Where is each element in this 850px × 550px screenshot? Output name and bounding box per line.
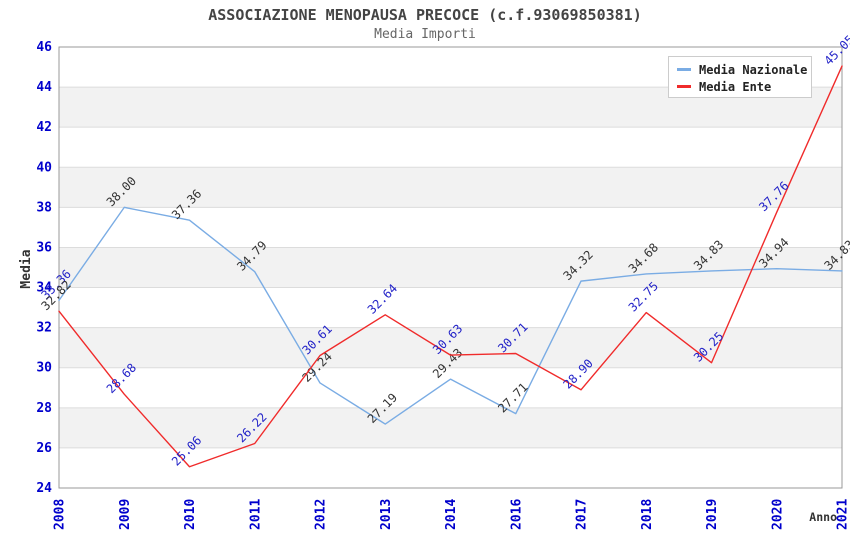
x-tick-label: 2009 <box>118 499 133 530</box>
y-tick-label: 30 <box>36 361 52 376</box>
x-tick-label: 2016 <box>509 499 524 530</box>
x-tick-label: 2011 <box>248 499 263 530</box>
legend-item-media-ente: Media Ente <box>677 78 811 95</box>
series-line-media-ente <box>58 65 843 468</box>
chart-title: ASSOCIAZIONE MENOPAUSA PRECOCE (c.f.9306… <box>208 6 642 24</box>
x-tick-label: 2014 <box>444 499 459 530</box>
x-tick-label: 2021 <box>836 499 850 530</box>
y-tick-label: 44 <box>36 80 52 95</box>
x-axis-title: Anno <box>809 510 837 524</box>
y-tick-label: 24 <box>36 481 52 496</box>
legend-label-media-nazionale: Media Nazionale <box>699 62 808 77</box>
x-tick-label: 2008 <box>53 499 68 530</box>
y-axis-title: Media <box>19 249 34 288</box>
y-tick-label: 40 <box>36 160 52 175</box>
plot-border <box>58 46 843 489</box>
x-tick-label: 2019 <box>705 499 720 530</box>
legend-label-media-ente: Media Ente <box>699 79 772 94</box>
horizontal-band <box>59 247 842 288</box>
y-tick-label: 36 <box>36 240 52 255</box>
legend: Media Nazionale Media Ente <box>668 56 812 98</box>
horizontal-band <box>59 167 842 208</box>
x-tick-label: 2017 <box>575 499 590 530</box>
chart-subtitle: Media Importi <box>374 27 476 42</box>
y-tick-label: 32 <box>36 321 52 336</box>
series-line-media-nazionale <box>58 206 843 425</box>
legend-swatch-media-ente-icon <box>677 85 691 88</box>
x-tick-label: 2010 <box>183 499 198 530</box>
x-tick-label: 2013 <box>379 499 394 530</box>
legend-swatch-media-nazionale-icon <box>677 68 691 71</box>
x-tick-label: 2018 <box>640 499 655 530</box>
legend-item-media-nazionale: Media Nazionale <box>677 61 811 78</box>
y-tick-label: 26 <box>36 441 52 456</box>
horizontal-band <box>59 407 842 448</box>
y-tick-label: 42 <box>36 120 52 135</box>
y-tick-label: 34 <box>36 281 52 296</box>
y-tick-label: 46 <box>36 40 52 55</box>
y-tick-label: 38 <box>36 200 52 215</box>
x-tick-label: 2020 <box>770 499 785 530</box>
x-tick-label: 2012 <box>314 499 329 530</box>
data-label-media-ente: 45.05 <box>821 32 850 67</box>
y-tick-label: 28 <box>36 401 52 416</box>
